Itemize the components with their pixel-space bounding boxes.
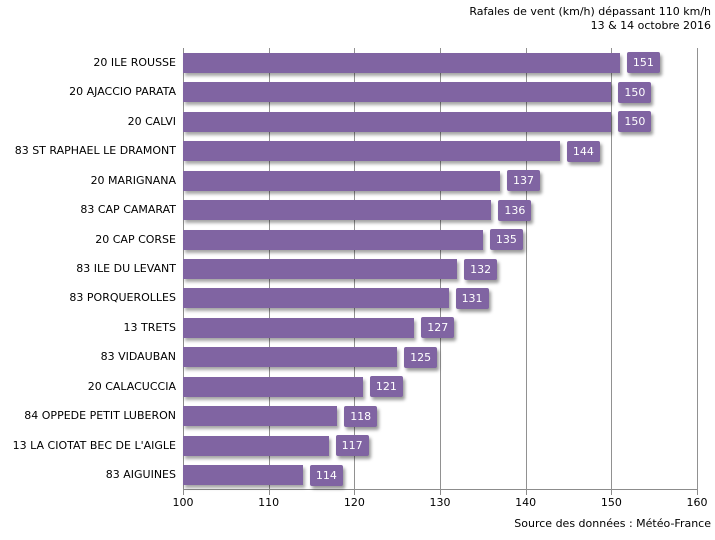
category-label: 20 AJACCIO PARATA [69, 85, 176, 99]
chart-title-line2: 13 & 14 octobre 2016 [590, 19, 711, 32]
bar [183, 229, 483, 250]
gridline [697, 48, 698, 490]
x-axis-tick-label: 160 [686, 496, 708, 509]
x-axis-tick-label: 140 [515, 496, 537, 509]
bar [183, 435, 329, 456]
category-label: 83 CAP CAMARAT [80, 203, 176, 217]
category-label: 13 TRETS [123, 320, 176, 334]
bar-value-label: 114 [309, 464, 343, 486]
bar [183, 465, 303, 486]
bar [183, 376, 363, 397]
category-label: 20 CALVI [127, 114, 176, 128]
category-label: 83 ILE DU LEVANT [76, 262, 176, 275]
bar [183, 52, 620, 73]
bar-value-label: 137 [506, 170, 540, 192]
plot-area: 151 150 150 144 137 136 135 132 131 127 125 121 118 1… [183, 48, 698, 495]
bar-value-label: 125 [404, 346, 438, 368]
x-axis-tick-label: 130 [429, 496, 451, 509]
x-axis-tick [183, 490, 184, 495]
bar [183, 259, 458, 279]
category-label: 20 CAP CORSE [95, 232, 176, 246]
bar [183, 111, 612, 132]
bar-value-label: 150 [618, 111, 652, 133]
x-axis-tick [611, 490, 613, 495]
bar-value-label: 117 [335, 435, 369, 457]
category-label: 83 VIDAUBAN [100, 350, 176, 364]
x-axis-tick [354, 490, 356, 495]
bar [183, 141, 560, 162]
category-label: 83 PORQUEROLLES [69, 291, 176, 305]
category-label: 20 ILE ROUSSE [93, 55, 176, 69]
bar-value-label: 132 [464, 258, 498, 280]
bar [183, 200, 492, 221]
category-label: 13 LA CIOTAT BEC DE L'AIGLE [12, 438, 176, 452]
x-axis-tick-label: 150 [600, 496, 622, 509]
category-label: 83 ST RAPHAEL LE DRAMONT [14, 144, 176, 158]
bar [183, 82, 612, 103]
x-axis-tick [525, 490, 527, 495]
chart-title: Rafales de vent (km/h) dépassant 110 km/… [469, 5, 711, 33]
bar [183, 170, 500, 191]
source-note: Source des données : Météo-France [514, 517, 711, 530]
bar-value-label: 144 [566, 140, 600, 162]
x-axis-tick-label: 110 [258, 496, 280, 509]
bar-value-label: 127 [421, 317, 455, 339]
bar [183, 347, 398, 368]
bar [183, 288, 449, 309]
category-label: 83 AIGUINES [105, 468, 176, 482]
gridline [525, 48, 527, 490]
category-label: 84 OPPEDE PETIT LUBERON [24, 409, 176, 423]
bar-value-label: 150 [618, 81, 652, 103]
bar [183, 406, 338, 427]
x-axis-tick-label: 120 [343, 496, 365, 509]
category-label: 20 MARIGNANA [90, 173, 176, 187]
x-axis-tick [697, 490, 698, 495]
bar-value-label: 131 [455, 287, 489, 309]
x-axis-tick [440, 490, 441, 495]
chart-title-line1: Rafales de vent (km/h) dépassant 110 km/… [469, 5, 711, 18]
x-axis-tick-label: 100 [172, 496, 194, 509]
bar-value-label: 136 [498, 199, 532, 221]
bar [183, 317, 415, 338]
category-label: 20 CALACUCCIA [87, 379, 176, 393]
bar-value-label: 118 [344, 405, 378, 427]
x-axis-tick [268, 490, 270, 495]
gridline [611, 48, 613, 490]
bar-value-label: 121 [369, 376, 403, 398]
bar-value-label: 135 [489, 229, 523, 251]
bar-value-label: 151 [626, 52, 660, 74]
